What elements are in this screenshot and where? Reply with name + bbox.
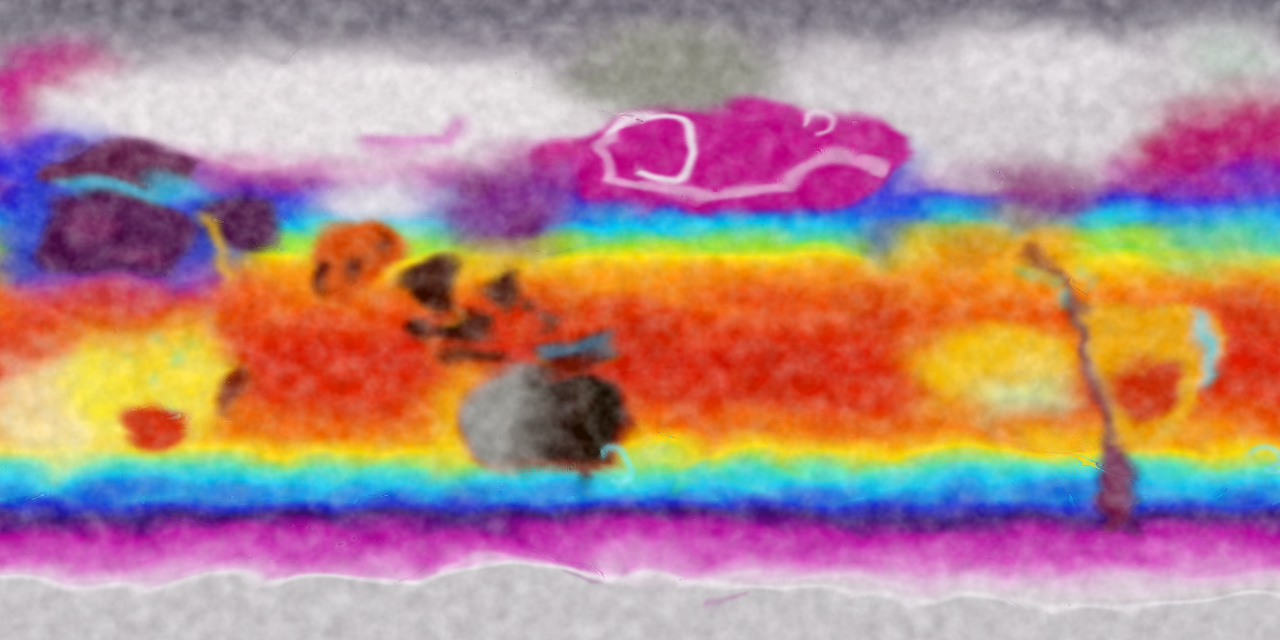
dark-noise-texture bbox=[0, 0, 1280, 640]
world-temperature-map bbox=[0, 0, 1280, 640]
temperature-map-image bbox=[0, 0, 1280, 640]
